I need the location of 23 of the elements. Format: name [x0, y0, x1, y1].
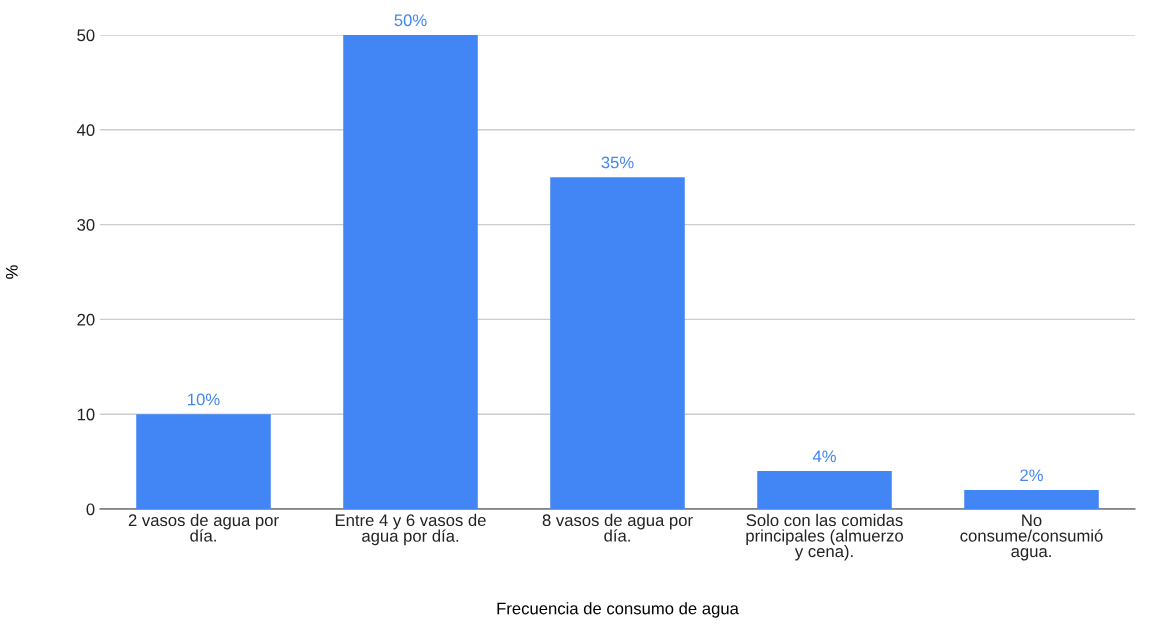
x-tick-label: Entre 4 y 6 vasos de agua por día. — [335, 513, 486, 546]
y-tick-label: 10 — [77, 408, 95, 421]
y-tick-label: 40 — [76, 124, 95, 136]
data-label: 10% — [188, 393, 220, 406]
y-tick-label: 50 — [77, 29, 95, 42]
x-tick-label: Solo con las comidas principales (almuerzo y cena). — [746, 513, 904, 561]
y-tick-label: 0 — [86, 503, 95, 516]
bar — [136, 414, 271, 509]
x-tick-label: 2 vasos de agua por día. — [128, 513, 279, 542]
bar — [757, 471, 892, 509]
data-label: 35% — [601, 156, 634, 169]
data-label: 50% — [394, 14, 427, 27]
data-label: 4% — [812, 450, 836, 463]
y-tick-label: 30 — [77, 219, 95, 231]
x-tick-label: No consume/consumió agua. — [960, 514, 1103, 561]
x-tick-label: 8 vasos de agua por día. — [542, 513, 693, 542]
bar — [964, 490, 1099, 509]
data-label: 2% — [1020, 469, 1043, 482]
bar — [343, 35, 478, 509]
x-axis-title: Frecuencia de consumo de agua — [497, 602, 739, 618]
y-tick-label: 20 — [77, 313, 95, 326]
bar — [550, 177, 685, 509]
y-axis-title: % — [6, 265, 18, 279]
